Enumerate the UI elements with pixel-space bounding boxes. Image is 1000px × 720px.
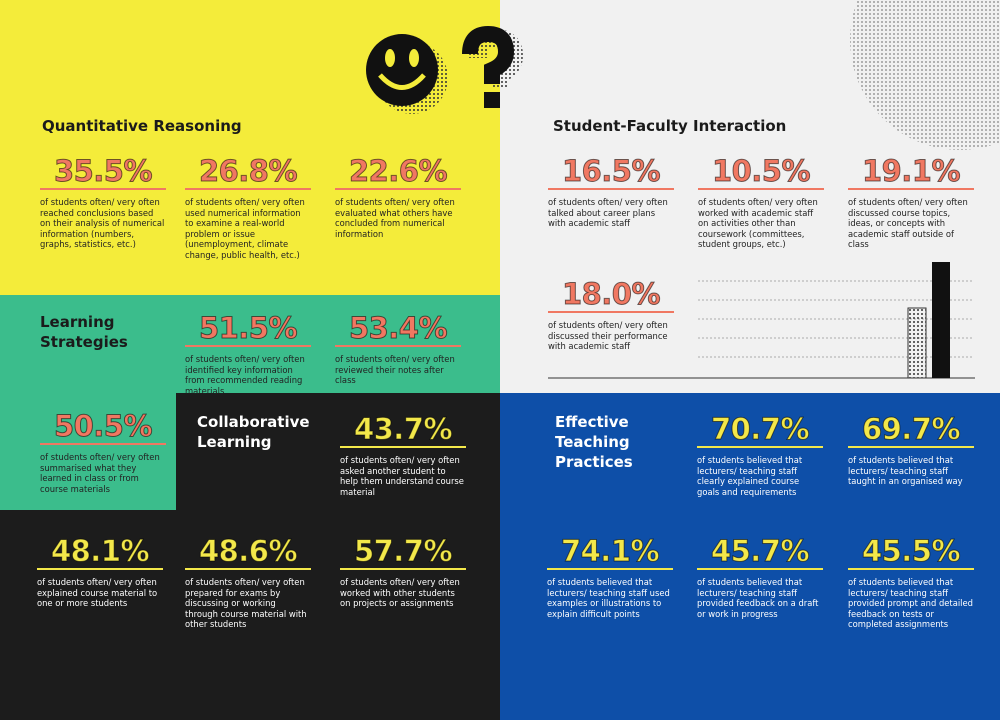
smiley-mouth [378, 73, 426, 90]
stat-value: 19.1% [861, 154, 961, 188]
stat-block: 19.1% of students often/ very often discu… [848, 155, 974, 250]
green-panel-lower [0, 393, 176, 510]
stat-description: of students often/ very often reviewed t… [335, 354, 455, 386]
stat-value: 51.5% [198, 311, 298, 345]
stat-value: 43.7% [353, 412, 453, 446]
stat-value: 18.0% [561, 277, 661, 311]
stat-value: 45.7% [710, 534, 810, 568]
stat-block: 53.4% of students often/ very often revie… [335, 312, 461, 386]
stat-value: 70.7% [710, 412, 810, 446]
stat-description: of students believed that lecturers/ tea… [848, 577, 973, 630]
underline [37, 568, 163, 570]
stat-description: of students often/ very often worked wit… [698, 197, 818, 250]
underline [335, 188, 461, 190]
dotted-circle [850, 0, 1000, 150]
smiley [366, 34, 438, 106]
stat-value: 45.5% [861, 534, 961, 568]
stat-description: of students often/ very often discussed … [848, 197, 968, 250]
underline [697, 568, 823, 570]
underline [697, 446, 823, 448]
stat-description: of students often/ very often prepared f… [185, 577, 307, 630]
section-title: Learning Strategies [40, 313, 128, 351]
stat-description: of students often/ very often reached co… [40, 197, 165, 250]
stat-block: 48.1% of students often/ very often expla… [37, 535, 163, 609]
stat-description: of students often/ very often discussed … [548, 320, 668, 352]
stat-block: 69.7% of students believed that lecturers… [848, 413, 974, 487]
stat-description: of students often/ very often talked abo… [548, 197, 668, 229]
stat-value: 10.5% [711, 154, 811, 188]
section-title: Collaborative Learning [197, 413, 310, 451]
underline [40, 188, 166, 190]
underline [698, 188, 824, 190]
stat-block: 43.7% of students often/ very often asked… [340, 413, 466, 497]
underline [340, 446, 466, 448]
stat-value: 22.6% [348, 154, 448, 188]
underline [185, 345, 311, 347]
black-panel [176, 393, 500, 510]
underline [185, 188, 311, 190]
section-title: Student-Faculty Interaction [553, 117, 787, 135]
smiley-eye [385, 49, 395, 67]
bar [907, 307, 927, 379]
section-title: Quantitative Reasoning [42, 117, 242, 135]
stat-block: 45.5% of students believed that lecturers… [848, 535, 974, 630]
stat-value: 48.1% [50, 534, 150, 568]
stat-description: of students often/ very often explained … [37, 577, 158, 609]
stat-block: 26.8% of students often/ very often used … [185, 155, 311, 261]
question-dot [484, 92, 500, 108]
underline [548, 311, 674, 313]
stat-block: 57.7% of students often/ very often worke… [340, 535, 466, 609]
stat-value: 74.1% [560, 534, 660, 568]
stat-description: of students believed that lecturers/ tea… [697, 455, 803, 497]
underline [547, 568, 673, 570]
stat-description: of students often/ very often evaluated … [335, 197, 455, 239]
bar-grid [698, 280, 972, 358]
stat-value: 16.5% [561, 154, 661, 188]
underline [185, 568, 311, 570]
stat-value: 35.5% [53, 154, 153, 188]
stat-description: of students often/ very often worked wit… [340, 577, 460, 609]
underline [548, 188, 674, 190]
stat-description: of students often/ very often used numer… [185, 197, 305, 260]
question-mark [462, 25, 515, 84]
stat-block: 74.1% of students believed that lecturers… [547, 535, 673, 619]
section-title: Effective Teaching Practices [555, 413, 633, 471]
stat-block: 51.5% of students often/ very often ident… [185, 312, 311, 396]
underline [848, 188, 974, 190]
stat-description: of students believed that lecturers/ tea… [547, 577, 670, 619]
bar [932, 262, 950, 378]
stat-block: 45.7% of students believed that lecturers… [697, 535, 823, 619]
black-panel-lower [0, 510, 500, 720]
stat-description: of students believed that lecturers/ tea… [697, 577, 819, 619]
stat-value: 50.5% [53, 409, 153, 443]
stat-block: 48.6% of students often/ very often prepa… [185, 535, 311, 630]
stat-description: of students often/ very often asked anot… [340, 455, 464, 497]
stat-block: 22.6% of students often/ very often evalu… [335, 155, 461, 239]
stat-block: 35.5% of students often/ very often reach… [40, 155, 166, 250]
stat-block: 10.5% of students often/ very often worke… [698, 155, 824, 250]
stat-block: 16.5% of students often/ very often talke… [548, 155, 674, 229]
green-panel [0, 295, 500, 393]
underline [335, 345, 461, 347]
stat-description: of students believed that lecturers/ tea… [848, 455, 963, 487]
stat-value: 69.7% [861, 412, 961, 446]
stat-block: 70.7% of students believed that lecturers… [697, 413, 823, 497]
smiley-eye [409, 49, 419, 67]
underline [848, 446, 974, 448]
stat-value: 57.7% [353, 534, 453, 568]
stat-value: 26.8% [198, 154, 298, 188]
stat-value: 48.6% [198, 534, 298, 568]
stat-value: 53.4% [348, 311, 448, 345]
stat-block: 50.5% of students often/ very often summa… [40, 410, 166, 494]
stat-description: of students often/ very often summarised… [40, 452, 160, 494]
underline [40, 443, 166, 445]
stat-description: of students often/ very often identified… [185, 354, 305, 396]
stat-block: 18.0% of students often/ very often discu… [548, 278, 674, 352]
underline [848, 568, 974, 570]
underline [340, 568, 466, 570]
